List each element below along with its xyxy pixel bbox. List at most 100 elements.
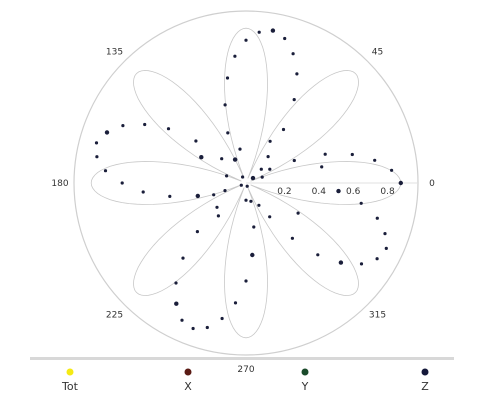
data-point — [252, 225, 256, 229]
legend-label: Z — [421, 380, 429, 393]
data-point — [268, 139, 272, 143]
data-point — [296, 211, 300, 215]
data-point — [168, 194, 172, 198]
data-point — [244, 279, 248, 283]
data-point — [94, 141, 99, 145]
data-point — [292, 158, 296, 163]
angle-tick-label: 225 — [106, 311, 123, 321]
legend-item-x: X — [184, 368, 192, 393]
legend-separator — [30, 357, 454, 360]
data-point — [292, 98, 296, 102]
angle-tick-label: 0 — [429, 179, 435, 189]
data-point — [199, 155, 204, 160]
radial-tick-labels: 0.2 0.4 0.6 0.8 — [277, 187, 395, 197]
legend-label: Y — [301, 380, 309, 393]
legend-marker — [301, 368, 309, 376]
data-point — [226, 131, 230, 135]
data-point — [250, 252, 255, 258]
legend-marker — [421, 368, 429, 376]
data-point — [249, 199, 253, 203]
data-point — [359, 201, 363, 205]
data-point — [232, 157, 238, 162]
angle-tick-label: 270 — [237, 365, 254, 375]
data-point — [181, 256, 185, 260]
legend-label: X — [184, 380, 192, 393]
data-point — [205, 325, 209, 330]
data-point — [268, 167, 272, 171]
data-point — [338, 260, 344, 265]
radial-tick-label: 0.4 — [312, 187, 327, 197]
data-point — [398, 180, 403, 186]
angle-tick-label: 90 — [240, 0, 252, 3]
legend-item-z: Z — [421, 368, 429, 393]
data-point — [244, 38, 248, 42]
data-point — [238, 147, 242, 151]
data-point — [260, 175, 264, 179]
data-point — [390, 168, 394, 172]
data-point — [336, 188, 341, 194]
data-point — [245, 184, 249, 188]
data-point — [375, 257, 379, 261]
legend-label: Tot — [61, 380, 79, 393]
data-point — [220, 316, 224, 321]
data-points — [94, 28, 403, 331]
data-point — [141, 190, 145, 194]
angle-tick-label: 45 — [372, 48, 383, 58]
data-point — [257, 30, 261, 34]
data-point — [191, 326, 195, 331]
radial-tick-label: 0.6 — [346, 187, 361, 197]
data-point — [212, 193, 216, 197]
data-point — [225, 174, 229, 178]
data-point — [283, 36, 287, 41]
data-point — [225, 76, 230, 80]
data-point — [120, 181, 124, 185]
data-point — [384, 246, 388, 250]
angle-tick-label: 180 — [51, 179, 68, 189]
data-point — [215, 205, 219, 209]
angle-tick-label: 135 — [106, 48, 123, 58]
rose-guide-path — [90, 27, 402, 339]
data-point — [316, 253, 320, 257]
data-point — [174, 281, 178, 285]
data-point — [143, 122, 147, 127]
data-point — [180, 318, 184, 322]
legend-item-y: Y — [301, 368, 309, 393]
data-point — [103, 169, 108, 173]
data-point — [121, 124, 125, 128]
data-point — [104, 130, 110, 135]
data-point — [241, 175, 245, 179]
data-point — [233, 54, 237, 58]
legend-marker — [66, 368, 74, 376]
data-point — [281, 127, 286, 132]
data-point — [295, 72, 299, 76]
data-point — [223, 189, 227, 193]
angle-tick-labels: 0 45 90 135 180 225 270 315 — [51, 0, 435, 375]
data-point — [359, 262, 364, 266]
data-point — [166, 127, 171, 131]
radial-tick-label: 0.8 — [380, 187, 395, 197]
data-point — [233, 301, 238, 305]
data-point — [223, 103, 227, 107]
data-point — [250, 175, 256, 181]
data-point — [375, 216, 379, 220]
data-point — [373, 158, 377, 162]
legend: Tot X Y Z — [61, 368, 429, 393]
data-point — [290, 236, 294, 240]
data-point — [320, 165, 324, 169]
angle-tick-label: 315 — [369, 311, 386, 321]
data-point — [239, 183, 243, 187]
data-point — [291, 52, 295, 56]
data-point — [383, 232, 387, 236]
data-point — [195, 230, 199, 234]
data-point — [95, 155, 99, 159]
legend-marker — [184, 368, 192, 376]
data-point — [216, 214, 220, 218]
data-point — [257, 203, 261, 207]
data-point — [266, 155, 270, 159]
legend-item-tot: Tot — [61, 368, 79, 393]
data-point — [220, 157, 224, 161]
radial-tick-label: 0.2 — [277, 187, 291, 197]
data-point — [270, 28, 276, 33]
rose-guide-curves — [90, 27, 402, 339]
